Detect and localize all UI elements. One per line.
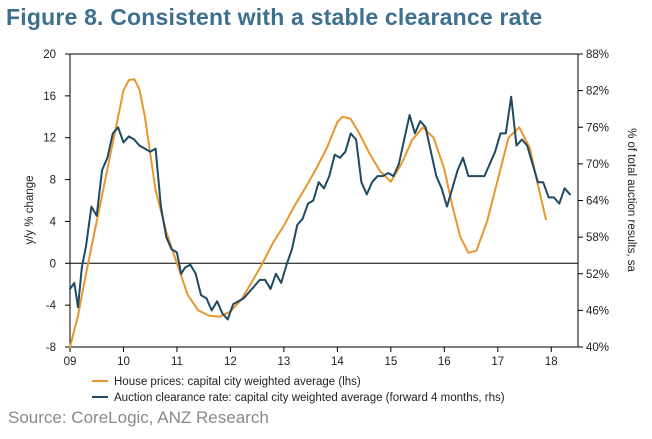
x-tick-label: 14 [331, 356, 344, 368]
x-tick-label: 10 [117, 356, 130, 368]
chart-title: Figure 8. Consistent with a stable clear… [6, 4, 543, 30]
left-tick-label: -4 [46, 300, 57, 312]
series-line-auction-clearance [69, 95, 571, 321]
legend: House prices: capital city weighted aver… [92, 376, 505, 404]
series-line-house-prices [69, 78, 547, 348]
x-axis-ticks: 09 10 11 12 13 14 15 16 17 18 [64, 347, 558, 368]
right-tick-label: 88% [586, 49, 609, 61]
left-tick-label: 0 [50, 258, 56, 270]
left-axis-label: y/y % change [24, 175, 36, 244]
plot-border [69, 53, 579, 348]
right-tick-label: 52% [586, 269, 609, 281]
plot-frame [69, 53, 579, 348]
left-tick-label: -8 [46, 342, 56, 354]
x-tick-label: 11 [171, 356, 183, 368]
right-tick-label: 76% [586, 122, 609, 134]
series-lines [69, 78, 571, 348]
left-tick-label: 8 [50, 175, 56, 187]
legend-label-auction-clearance: Auction clearance rate: capital city wei… [114, 392, 505, 404]
x-tick-label: 15 [384, 356, 397, 368]
right-tick-label: 40% [586, 342, 609, 354]
left-axis-ticks: 20 16 12 8 4 0 -4 -8 [43, 49, 70, 354]
x-tick-label: 18 [545, 356, 558, 368]
right-axis-label: % of total auction results, sa [625, 128, 637, 272]
right-tick-label: 82% [586, 86, 609, 98]
left-tick-label: 12 [43, 133, 56, 145]
source-note: Source: CoreLogic, ANZ Research [8, 408, 269, 427]
legend-label-house-prices: House prices: capital city weighted aver… [114, 376, 361, 388]
x-tick-label: 12 [224, 356, 237, 368]
right-tick-label: 70% [586, 159, 609, 171]
x-tick-label: 09 [64, 356, 77, 368]
right-axis-ticks: 88% 82% 76% 70% 64% 58% 52% 46% 40% [578, 49, 609, 354]
x-tick-label: 13 [277, 356, 290, 368]
left-tick-label: 20 [43, 49, 56, 61]
x-tick-label: 16 [438, 356, 451, 368]
x-tick-label: 17 [491, 356, 504, 368]
right-tick-label: 58% [586, 232, 609, 244]
right-tick-label: 64% [586, 196, 609, 208]
left-tick-label: 4 [50, 216, 57, 228]
left-tick-label: 16 [43, 91, 56, 103]
right-tick-label: 46% [586, 305, 609, 317]
